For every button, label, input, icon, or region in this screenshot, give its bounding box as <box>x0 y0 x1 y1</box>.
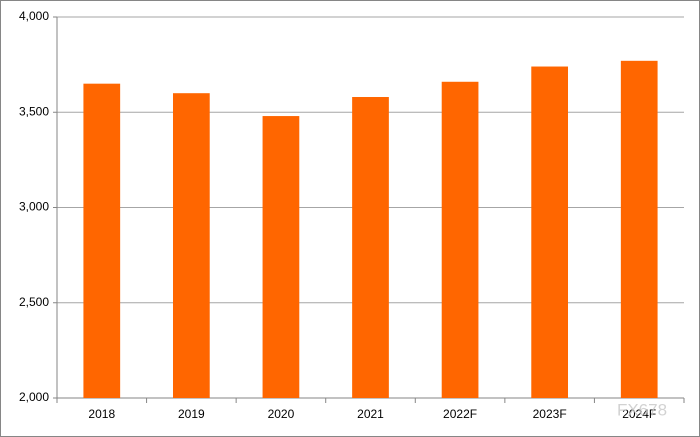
bar <box>83 83 121 399</box>
bar <box>620 60 658 398</box>
watermark: FX678 <box>617 400 667 419</box>
x-tick-label: 2023F <box>533 407 567 421</box>
x-tick-label: 2020 <box>268 407 295 421</box>
y-tick-label: 2,500 <box>19 295 49 309</box>
bar <box>352 97 389 398</box>
bar <box>441 81 479 399</box>
bar <box>531 66 569 398</box>
y-tick-label: 3,500 <box>19 104 49 118</box>
x-tick-label: 2018 <box>88 407 115 421</box>
y-tick-label: 4,000 <box>19 9 49 23</box>
bar <box>262 116 300 398</box>
x-tick-label: 2019 <box>178 407 205 421</box>
x-tick-label: 2022F <box>443 407 477 421</box>
x-tick-label: 2024F <box>622 407 656 421</box>
bar <box>172 93 210 398</box>
y-tick-label: 2,000 <box>19 390 49 404</box>
x-tick-label: 2021 <box>357 407 384 421</box>
y-tick-label: 3,000 <box>19 200 49 214</box>
